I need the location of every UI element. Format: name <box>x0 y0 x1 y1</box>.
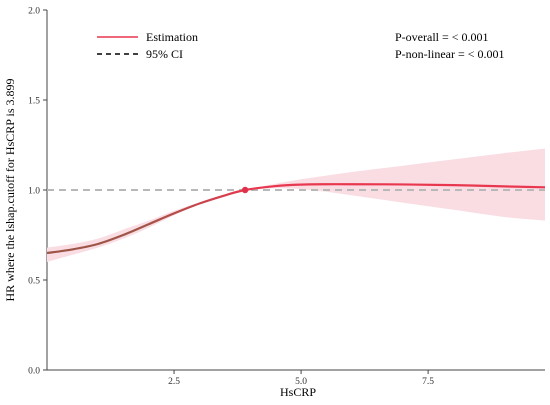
p-overall-annotation: P-overall = < 0.001 <box>395 30 489 44</box>
cutoff-point-layer <box>241 186 249 194</box>
y-tick-label: 2.0 <box>28 7 40 17</box>
ticks-layer: 0.0 0.5 1.0 1.5 2.0 2.5 5.0 7.5 <box>28 7 434 388</box>
y-tick-label: 1.5 <box>28 97 40 107</box>
legend-estimation-label: Estimation <box>146 30 198 44</box>
legend: Estimation 95% CI <box>97 30 198 61</box>
x-tick-label: 5.0 <box>295 377 307 387</box>
ci-band <box>47 148 545 262</box>
y-tick-label: 0.0 <box>28 367 40 377</box>
y-tick-label: 1.0 <box>28 187 40 197</box>
x-axis-title: HsCRP <box>280 385 316 399</box>
ci-band-layer <box>47 148 545 262</box>
p-nonlinear-annotation: P-non-linear = < 0.001 <box>395 47 505 61</box>
x-tick-label: 7.5 <box>422 377 434 387</box>
cutoff-point <box>241 186 249 194</box>
x-tick-label: 2.5 <box>168 377 180 387</box>
y-axis-title: HR where the lshap.cutoff for HsCRP is 3… <box>3 79 17 302</box>
y-tick-label: 0.5 <box>28 277 40 287</box>
legend-ci-label: 95% CI <box>146 47 183 61</box>
